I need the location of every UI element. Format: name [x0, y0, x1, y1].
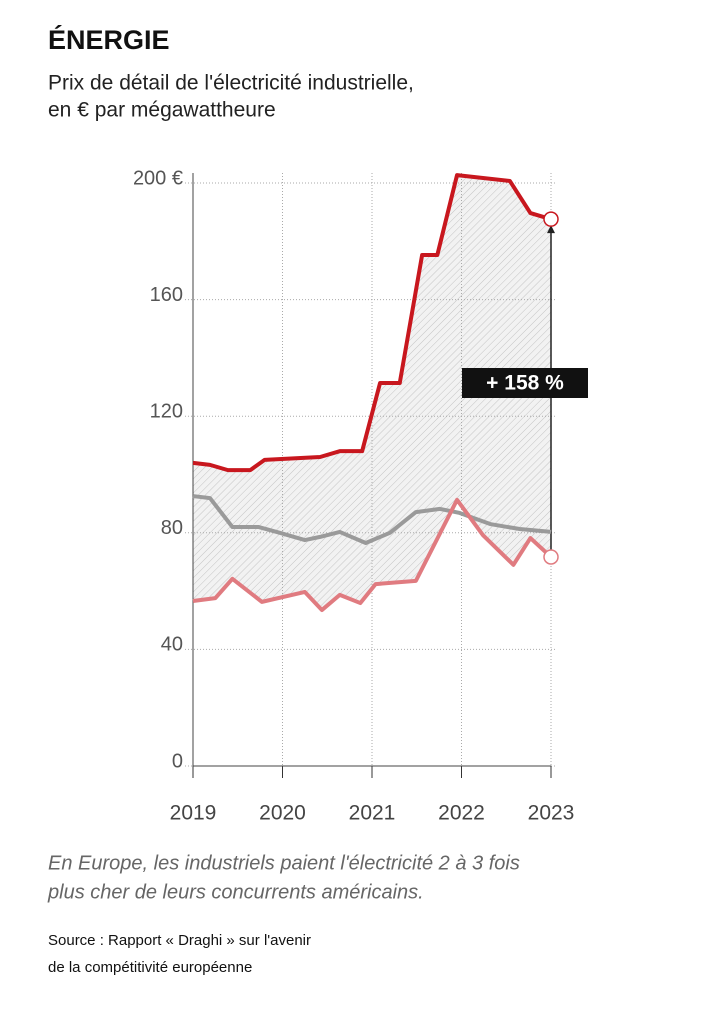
end-marker — [543, 549, 559, 565]
annotation: + 158 % — [486, 372, 564, 395]
line — [192, 173, 552, 473]
source: Source : Rapport « Draghi » sur l'avenir — [48, 932, 311, 949]
line — [192, 494, 552, 546]
y-tick-label: 160 — [150, 284, 183, 306]
line — [192, 497, 553, 613]
end-marker — [543, 211, 559, 227]
note: En Europe, les industriels paient l'élec… — [48, 852, 520, 874]
subtitle: Prix de détail de l'électricité industri… — [48, 72, 414, 95]
shaded-area — [193, 175, 551, 611]
x-tick-label: 2020 — [259, 802, 306, 825]
y-tick-label: 200 € — [133, 167, 183, 189]
x-tick-label: 2023 — [528, 802, 575, 825]
arrow-head — [547, 225, 555, 234]
note: plus cher de leurs concurrents américain… — [47, 881, 424, 903]
x-tick-label: 2021 — [349, 802, 396, 825]
source: de la compétitivité européenne — [48, 959, 252, 976]
subtitle: en € par mégawattheure — [48, 99, 276, 122]
x-tick-label: 2019 — [170, 802, 217, 825]
y-tick-label: 0 — [172, 750, 183, 772]
x-tick-label: 2022 — [438, 802, 485, 825]
annotation-box — [462, 368, 588, 398]
chart-title: ÉNERGIE — [48, 24, 170, 55]
y-tick-label: 120 — [150, 400, 183, 422]
y-tick-label: 40 — [161, 634, 183, 656]
y-tick-label: 80 — [161, 517, 183, 539]
